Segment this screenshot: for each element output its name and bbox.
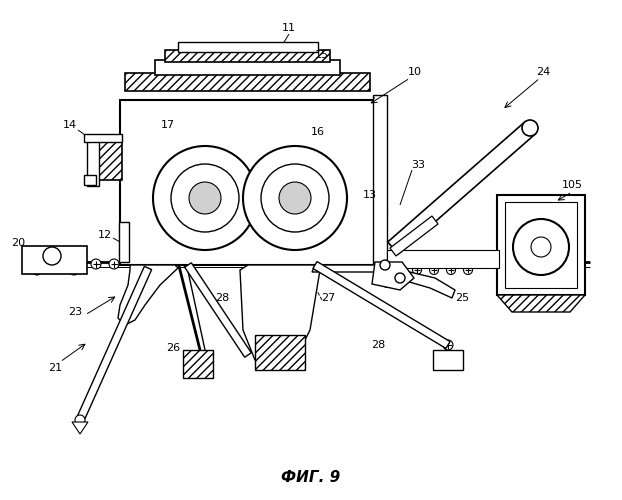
Text: ФИГ. 9: ФИГ. 9: [281, 470, 341, 486]
Circle shape: [279, 182, 311, 214]
Bar: [373, 95, 387, 265]
Text: 15: 15: [315, 50, 329, 60]
Circle shape: [189, 182, 221, 214]
Bar: [505, 202, 577, 288]
Circle shape: [184, 261, 192, 269]
Circle shape: [463, 266, 473, 274]
Circle shape: [43, 247, 61, 265]
Polygon shape: [388, 122, 536, 254]
Circle shape: [243, 146, 347, 250]
Circle shape: [395, 273, 405, 283]
Text: 11: 11: [282, 23, 296, 33]
Text: 18b: 18b: [294, 163, 315, 173]
Bar: [120, 100, 375, 265]
Bar: [87, 138, 99, 186]
Circle shape: [430, 266, 439, 274]
Text: 33: 33: [411, 160, 425, 170]
Circle shape: [447, 266, 455, 274]
Circle shape: [513, 219, 569, 275]
Circle shape: [383, 266, 391, 274]
Polygon shape: [313, 262, 450, 348]
Bar: [387, 250, 499, 268]
Circle shape: [73, 259, 83, 269]
Text: 17: 17: [161, 120, 175, 130]
Circle shape: [522, 120, 538, 136]
Circle shape: [153, 146, 257, 250]
Bar: [97, 142, 122, 180]
Circle shape: [277, 259, 287, 269]
Circle shape: [380, 260, 390, 270]
Circle shape: [430, 254, 439, 262]
Bar: [497, 195, 585, 295]
Circle shape: [171, 164, 239, 232]
Bar: [433, 350, 463, 370]
Text: 105: 105: [562, 180, 582, 190]
Bar: [183, 350, 213, 378]
Text: 25: 25: [455, 293, 469, 303]
Circle shape: [463, 254, 473, 262]
Text: 18a: 18a: [238, 215, 259, 225]
Circle shape: [75, 415, 85, 425]
Circle shape: [396, 254, 404, 262]
Text: 24: 24: [536, 67, 550, 77]
Text: 28: 28: [215, 293, 229, 303]
Text: 26: 26: [166, 343, 180, 353]
Text: 23: 23: [68, 307, 82, 317]
Polygon shape: [72, 422, 88, 434]
Polygon shape: [77, 266, 152, 422]
Polygon shape: [185, 263, 251, 357]
Polygon shape: [390, 216, 438, 256]
Polygon shape: [497, 295, 585, 312]
Bar: [178, 42, 318, 52]
Text: 30: 30: [165, 170, 179, 180]
Text: 16: 16: [311, 127, 325, 137]
Bar: [84, 134, 122, 142]
Text: 14: 14: [63, 120, 77, 130]
Circle shape: [37, 259, 47, 269]
Circle shape: [261, 164, 329, 232]
Text: 20: 20: [11, 238, 25, 248]
Circle shape: [412, 254, 422, 262]
Text: 19: 19: [205, 167, 219, 177]
Text: 12: 12: [98, 230, 112, 240]
Circle shape: [55, 259, 65, 269]
Polygon shape: [372, 262, 414, 290]
Text: 28: 28: [371, 340, 385, 350]
Text: 13: 13: [363, 190, 377, 200]
Circle shape: [32, 265, 42, 275]
Bar: [84, 175, 96, 185]
Bar: [155, 60, 340, 75]
Circle shape: [412, 266, 422, 274]
Circle shape: [109, 259, 119, 269]
Bar: [22, 246, 87, 274]
Bar: [165, 50, 330, 62]
Text: 10: 10: [408, 67, 422, 77]
Polygon shape: [118, 265, 178, 325]
Polygon shape: [240, 265, 320, 370]
Bar: [255, 335, 305, 370]
Circle shape: [91, 259, 101, 269]
Bar: [125, 73, 370, 91]
Circle shape: [443, 340, 453, 350]
Bar: [119, 222, 129, 262]
Text: 21: 21: [48, 363, 62, 373]
Circle shape: [396, 266, 404, 274]
Circle shape: [531, 237, 551, 257]
Circle shape: [69, 265, 79, 275]
Circle shape: [447, 254, 455, 262]
Polygon shape: [312, 265, 455, 298]
Text: 22: 22: [383, 280, 397, 290]
Text: 27: 27: [321, 293, 335, 303]
